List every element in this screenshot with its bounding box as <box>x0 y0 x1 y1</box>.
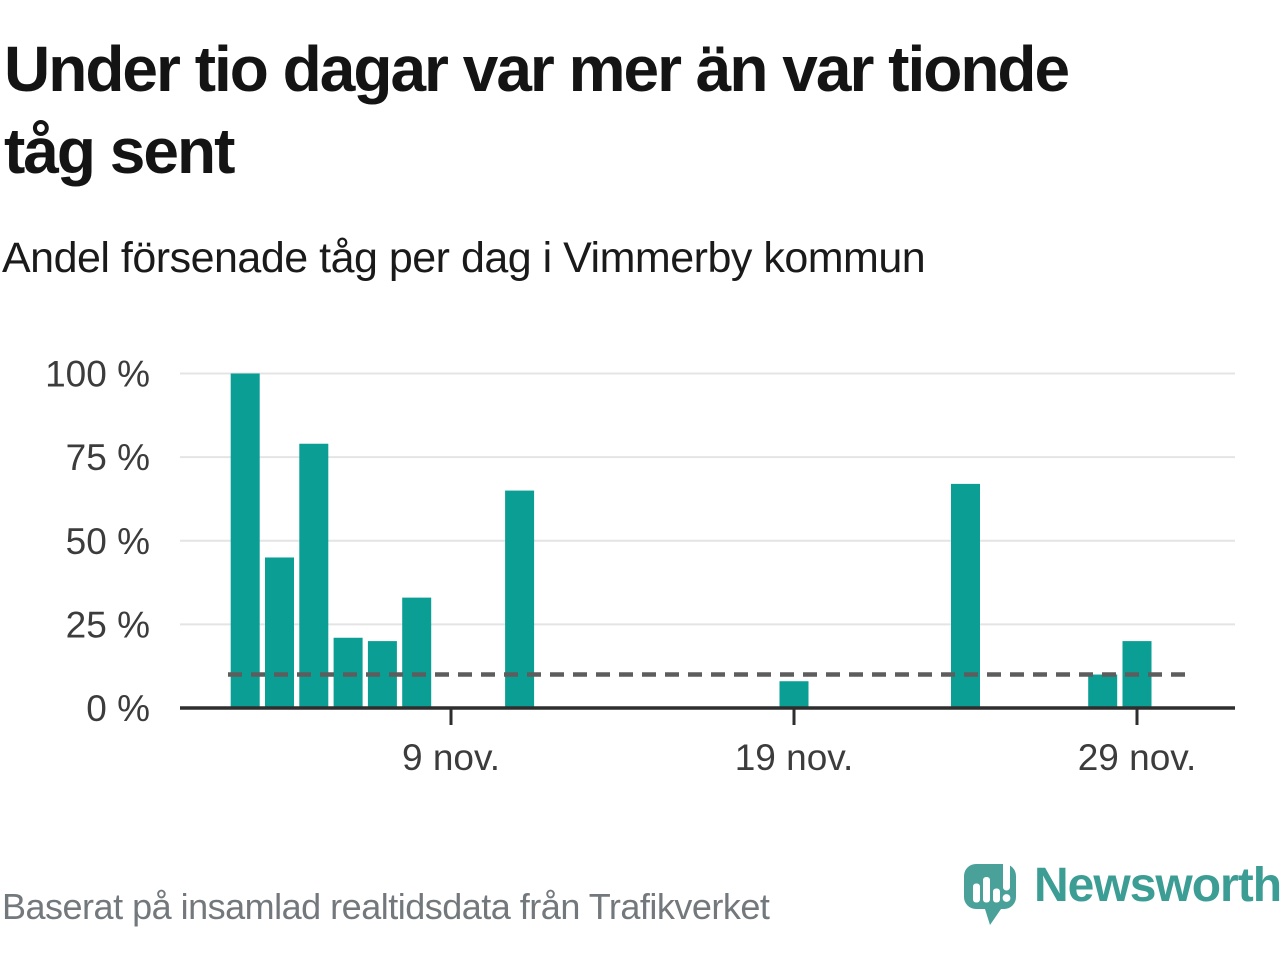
logo-exclamation-bar <box>1003 860 1010 891</box>
chart-title-line-1: Under tio dagar var mer än var tionde <box>4 33 1070 105</box>
logo-bar-1 <box>973 883 980 903</box>
newsworthy-speech-bubble-bar-chart-icon <box>964 860 1016 925</box>
x-tick-label-29-nov: 29 nov. <box>1078 737 1197 778</box>
delayed-trains-bar-chart: 0 % 25 % 50 % 75 % 100 % 9 nov. 19 nov. 29 nov. <box>45 354 1235 778</box>
bar-24-nov <box>951 483 980 708</box>
y-tick-label-25-pct: 25 % <box>66 604 150 645</box>
bar-3-nov <box>230 373 260 708</box>
x-tick-label-9-nov: 9 nov. <box>402 737 500 778</box>
bar-8-nov <box>402 597 432 708</box>
y-tick-label-0-pct: 0 % <box>86 688 150 729</box>
bar-11-nov <box>505 490 535 708</box>
chart-title-line-2: tåg sent <box>4 115 235 187</box>
y-tick-label-100-pct: 100 % <box>45 354 150 395</box>
bar-5-nov <box>299 443 329 708</box>
chart-title: Under tio dagar var mer än var tionde tå… <box>4 28 1254 192</box>
y-tick-label-75-pct: 75 % <box>66 437 150 478</box>
newsworthy-wordmark: Newsworthy <box>1034 859 1280 912</box>
y-tick-label-50-pct: 50 % <box>66 521 150 562</box>
chart-subtitle: Andel försenade tåg per dag i Vimmerby k… <box>2 234 926 282</box>
source-note: Baserat på insamlad realtidsdata från Tr… <box>2 886 770 927</box>
logo-bar-2 <box>983 877 990 903</box>
logo-bar-3 <box>993 888 1000 903</box>
bar-4-nov <box>265 557 294 708</box>
bar-28-nov <box>1088 674 1118 708</box>
newsworthy-logo: Newsworthy <box>962 856 1280 934</box>
logo-exclamation-dot <box>1002 894 1011 902</box>
bar-19-nov <box>779 681 809 708</box>
x-tick-label-19-nov: 19 nov. <box>735 737 854 778</box>
